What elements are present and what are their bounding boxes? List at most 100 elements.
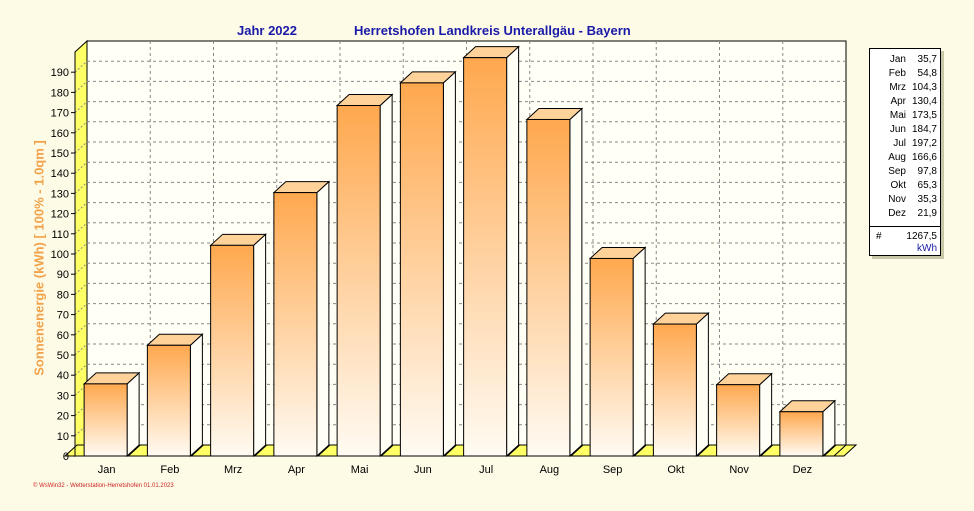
y-tick-label: 70 <box>57 310 69 322</box>
y-tick-label: 30 <box>57 390 69 402</box>
legend-row: Sep 97,8 <box>870 166 940 180</box>
legend-value: 97,8 <box>917 166 937 177</box>
legend-month: Dez <box>888 208 906 219</box>
x-tick-label: Mai <box>351 464 369 476</box>
legend-row: Feb 54,8 <box>870 68 940 82</box>
legend-value: 35,3 <box>917 194 937 205</box>
x-tick-label: Aug <box>540 464 560 476</box>
grid-line-side <box>74 283 88 295</box>
legend-row: Okt 65,3 <box>870 180 940 194</box>
x-axis-depth-line <box>833 444 847 457</box>
y-tick-label: 0 <box>63 451 69 463</box>
legend-value: 166,6 <box>911 152 937 163</box>
bar-side <box>379 93 393 458</box>
legend-value: 130,4 <box>911 96 937 107</box>
bar <box>210 244 255 457</box>
legend-month: Sep <box>888 166 906 177</box>
x-tick-label: Dez <box>793 464 813 476</box>
y-tick-label: 120 <box>51 209 69 221</box>
legend-row: Jul 197,2 <box>870 138 940 152</box>
legend-value: 21,9 <box>917 208 937 219</box>
grid-line-side <box>74 202 88 214</box>
grid-line-side <box>74 141 88 154</box>
legend-value: 65,3 <box>917 180 937 191</box>
footer-credit: © WsWin32 - Wetterstation-Herretshofen 0… <box>33 483 174 489</box>
bar-side <box>759 372 773 458</box>
y-tick-label: 10 <box>57 431 69 443</box>
bar-side <box>126 371 140 458</box>
bar <box>589 257 634 457</box>
legend-total-unit: kWh <box>917 243 937 254</box>
bar <box>83 383 128 457</box>
bar <box>716 384 761 457</box>
bar <box>336 105 381 457</box>
legend-row: Mrz 104,3 <box>870 82 940 96</box>
legend-box: Jan 35,7 Feb 54,8 Mrz 104,3 Apr 130,4 Mai 173,5 Ju… <box>869 48 941 256</box>
legend-month: Mrz <box>889 82 906 93</box>
legend-month: Okt <box>890 180 906 191</box>
legend-month: Jan <box>889 54 906 65</box>
y-tick-label: 180 <box>51 87 69 99</box>
legend-row: Mai 173,5 <box>870 110 940 124</box>
grid-line-side <box>74 363 88 376</box>
bar <box>146 344 191 457</box>
bar <box>779 411 824 457</box>
y-tick-label: 100 <box>51 249 69 261</box>
grid-line-side <box>74 343 88 356</box>
legend-value: 54,8 <box>917 68 937 79</box>
bar <box>463 57 508 457</box>
y-tick-label: 150 <box>51 148 69 160</box>
bar <box>399 82 444 457</box>
x-tick-label: Jun <box>414 464 432 476</box>
x-tick-label: Sep <box>603 464 623 476</box>
y-tick-label: 80 <box>57 289 69 301</box>
legend-month: Feb <box>888 68 906 79</box>
bar-side <box>442 70 456 458</box>
legend-value: 184,7 <box>911 124 937 135</box>
legend-month: Aug <box>888 152 906 163</box>
y-tick-label: 140 <box>51 168 69 180</box>
bar-side <box>569 107 583 458</box>
legend-value: 173,5 <box>911 110 937 121</box>
legend-row: Jan 35,7 <box>870 54 940 68</box>
grid-line-side <box>74 121 88 134</box>
legend-row: Nov 35,3 <box>870 194 940 208</box>
grid-line-side <box>74 101 88 113</box>
y-tick-label: 160 <box>51 128 69 140</box>
y-tick-label: 60 <box>57 330 69 342</box>
x-tick-label: Jul <box>479 464 493 476</box>
bar <box>526 118 571 457</box>
bar-side <box>632 246 646 458</box>
x-tick-label: Jan <box>98 464 116 476</box>
grid-line-side <box>74 182 88 194</box>
legend-divider <box>870 226 940 227</box>
bar <box>652 323 697 457</box>
bar-side <box>506 45 520 458</box>
legend-row: Aug 166,6 <box>870 152 940 166</box>
legend-month: Nov <box>888 194 906 205</box>
y-tick-label: 190 <box>51 67 69 79</box>
legend-month: Mai <box>889 110 906 121</box>
x-tick-label: Feb <box>160 464 179 476</box>
legend-total-value: 1267,5 <box>906 231 937 242</box>
legend-row: Jun 184,7 <box>870 124 940 138</box>
bar-side <box>189 333 203 458</box>
legend-value: 104,3 <box>911 82 937 93</box>
legend-month: Apr <box>890 96 906 107</box>
legend-month: Jun <box>889 124 906 135</box>
legend-month: Jul <box>893 138 906 149</box>
legend-value: 197,2 <box>911 138 937 149</box>
y-tick-label: 170 <box>51 108 69 120</box>
legend-value: 35,7 <box>917 54 937 65</box>
location-title: Herretshofen Landkreis Unterallgäu - Bay… <box>354 23 631 38</box>
grid-line-side <box>74 81 88 93</box>
year-title: Jahr 2022 <box>237 23 297 38</box>
grid-line-side <box>74 60 88 73</box>
bar-side <box>253 233 267 458</box>
bar-side <box>316 180 330 458</box>
y-tick-label: 20 <box>57 411 69 423</box>
x-tick-label: Apr <box>288 464 305 476</box>
y-tick-label: 40 <box>57 370 69 382</box>
y-tick-label: 110 <box>51 229 69 241</box>
